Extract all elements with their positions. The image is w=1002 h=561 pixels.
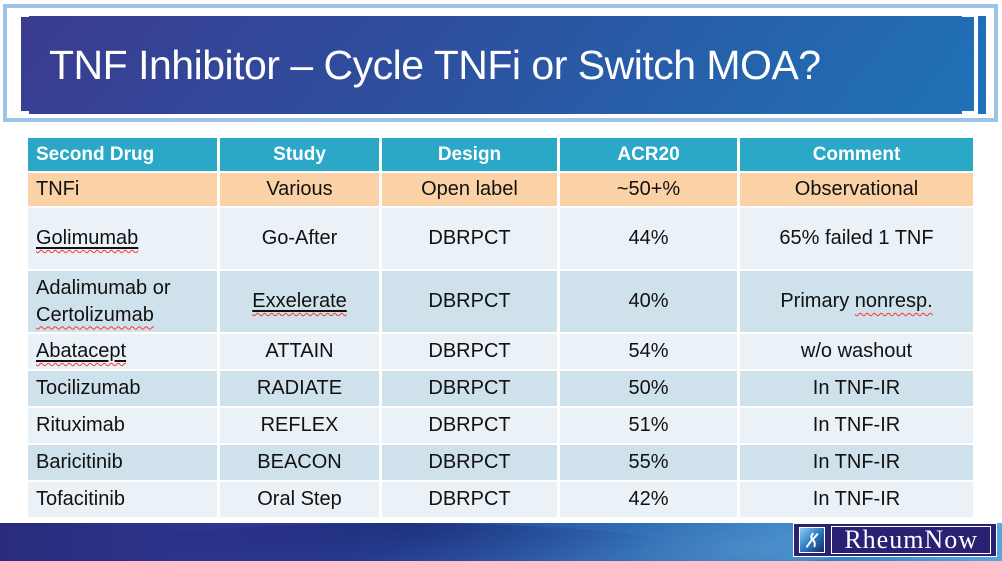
table-row: Adalimumab or Certolizumab Exxelerate DB… bbox=[28, 271, 973, 334]
table-row: Golimumab Go-After DBRPCT 44% 65% failed… bbox=[28, 208, 973, 271]
drug-cell: Tocilizumab bbox=[28, 371, 220, 408]
comment-cell: Primary nonresp. bbox=[740, 271, 973, 334]
drug-cell: Tofacitinib bbox=[28, 482, 220, 519]
acr20-cell: 55% bbox=[560, 445, 740, 482]
acr20-cell: 40% bbox=[560, 271, 740, 334]
results-table: Second Drug Study Design ACR20 Comment T… bbox=[28, 138, 973, 519]
comment-cell: w/o washout bbox=[740, 334, 973, 371]
title-bracket-right bbox=[962, 13, 978, 115]
table-row: Baricitinib BEACON DBRPCT 55% In TNF-IR bbox=[28, 445, 973, 482]
comment-cell: In TNF-IR bbox=[740, 445, 973, 482]
comment-cell: In TNF-IR bbox=[740, 408, 973, 445]
drug-cell: Golimumab bbox=[28, 208, 220, 271]
drug-name: Certolizumab bbox=[36, 303, 154, 326]
comment-cell: In TNF-IR bbox=[740, 371, 973, 408]
acr20-cell: 44% bbox=[560, 208, 740, 271]
study-cell: ATTAIN bbox=[220, 334, 382, 371]
study-cell: Oral Step bbox=[220, 482, 382, 519]
study-cell: REFLEX bbox=[220, 408, 382, 445]
comment-cell: 65% failed 1 TNF bbox=[740, 208, 973, 271]
column-header-acr20: ACR20 bbox=[560, 138, 740, 173]
study-cell: RADIATE bbox=[220, 371, 382, 408]
acr20-cell: 50% bbox=[560, 371, 740, 408]
drug-cell: Abatacept bbox=[28, 334, 220, 371]
comment-cell: In TNF-IR bbox=[740, 482, 973, 519]
drug-cell: Adalimumab or Certolizumab bbox=[28, 271, 220, 334]
design-cell: Open label bbox=[382, 173, 560, 208]
drug-name: Adalimumab or bbox=[36, 276, 171, 299]
acr20-cell: 51% bbox=[560, 408, 740, 445]
brand-name: RheumNow bbox=[831, 526, 991, 554]
table-row: TNFi Various Open label ~50+% Observatio… bbox=[28, 173, 973, 208]
column-header-second-drug: Second Drug bbox=[28, 138, 220, 173]
table-row: Abatacept ATTAIN DBRPCT 54% w/o washout bbox=[28, 334, 973, 371]
design-cell: DBRPCT bbox=[382, 371, 560, 408]
study-cell: Various bbox=[220, 173, 382, 208]
title-bracket-left bbox=[13, 13, 29, 115]
acr20-cell: 42% bbox=[560, 482, 740, 519]
design-cell: DBRPCT bbox=[382, 334, 560, 371]
brand-logo: RheumNow bbox=[793, 523, 997, 557]
title-banner: TNF Inhibitor – Cycle TNFi or Switch MOA… bbox=[3, 4, 998, 122]
column-header-comment: Comment bbox=[740, 138, 973, 173]
drug-name: Abatacept bbox=[36, 340, 127, 362]
page-title: TNF Inhibitor – Cycle TNFi or Switch MOA… bbox=[49, 41, 821, 88]
drug-cell: Baricitinib bbox=[28, 445, 220, 482]
drug-name: Golimumab bbox=[36, 227, 139, 249]
design-cell: DBRPCT bbox=[382, 208, 560, 271]
table-row: Tofacitinib Oral Step DBRPCT 42% In TNF-… bbox=[28, 482, 973, 519]
table-row: Tocilizumab RADIATE DBRPCT 50% In TNF-IR bbox=[28, 371, 973, 408]
acr20-cell: ~50+% bbox=[560, 173, 740, 208]
column-header-design: Design bbox=[382, 138, 560, 173]
drug-cell: TNFi bbox=[28, 173, 220, 208]
column-header-study: Study bbox=[220, 138, 382, 173]
design-cell: DBRPCT bbox=[382, 271, 560, 334]
title-box: TNF Inhibitor – Cycle TNFi or Switch MOA… bbox=[21, 16, 986, 114]
table-row: Rituximab REFLEX DBRPCT 51% In TNF-IR bbox=[28, 408, 973, 445]
table-header-row: Second Drug Study Design ACR20 Comment bbox=[28, 138, 973, 173]
study-cell: BEACON bbox=[220, 445, 382, 482]
design-cell: DBRPCT bbox=[382, 408, 560, 445]
acr20-cell: 54% bbox=[560, 334, 740, 371]
study-cell: Exxelerate bbox=[220, 271, 382, 334]
drug-cell: Rituximab bbox=[28, 408, 220, 445]
design-cell: DBRPCT bbox=[382, 482, 560, 519]
joint-xray-icon bbox=[799, 527, 826, 553]
study-cell: Go-After bbox=[220, 208, 382, 271]
comment-cell: Observational bbox=[740, 173, 973, 208]
design-cell: DBRPCT bbox=[382, 445, 560, 482]
